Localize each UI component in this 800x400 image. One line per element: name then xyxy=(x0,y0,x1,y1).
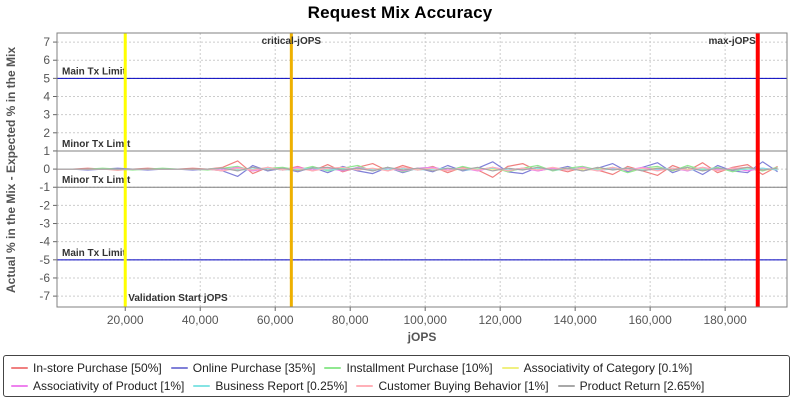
legend-label: Installment Purchase [10%] xyxy=(346,361,493,375)
legend-swatch xyxy=(501,367,519,369)
legend-swatch xyxy=(11,367,28,369)
y-axis-label: Actual % in the Mix - Expected % in the … xyxy=(4,47,18,293)
legend-item-customer-buying-behavior: Customer Buying Behavior [1%] xyxy=(356,379,549,393)
legend-label: Associativity of Product [1%] xyxy=(33,379,185,393)
limit-line-label: Minor Tx Limit xyxy=(62,139,131,150)
y-tick-label: -3 xyxy=(39,217,50,231)
x-tick-label: 140,000 xyxy=(553,313,597,327)
y-tick-label: 4 xyxy=(43,90,50,104)
chart-title: Request Mix Accuracy xyxy=(307,3,493,22)
y-tick-label: 0 xyxy=(43,162,50,176)
legend-item-installment-purchase: Installment Purchase [10%] xyxy=(324,361,493,375)
x-tick-label: 40,000 xyxy=(182,313,219,327)
legend-swatch xyxy=(170,367,188,369)
legend-item-associativity-of-product: Associativity of Product [1%] xyxy=(11,379,184,393)
legend-label: Business Report [0.25%] xyxy=(215,379,348,393)
legend-item-product-return: Product Return [2.65%] xyxy=(557,379,705,393)
legend-item-online-purchase: Online Purchase [35%] xyxy=(170,361,316,375)
legend-swatch xyxy=(557,385,575,387)
series-line-product-return xyxy=(57,166,778,172)
x-tick-label: 60,000 xyxy=(257,313,294,327)
legend-swatch xyxy=(324,367,342,369)
legend-label: Associativity of Category [0.1%] xyxy=(523,361,693,375)
legend-item-associativity-of-category: Associativity of Category [0.1%] xyxy=(501,361,693,375)
x-tick-label: 120,000 xyxy=(478,313,522,327)
y-tick-label: -1 xyxy=(39,180,50,194)
limit-line-label: Minor Tx Limit xyxy=(62,175,131,186)
y-tick-label: -5 xyxy=(39,253,50,267)
legend-swatch xyxy=(356,385,374,387)
legend-label: In-store Purchase [50%] xyxy=(33,361,162,375)
legend-row-1: In-store Purchase [50%] Online Purchase [… xyxy=(11,359,789,377)
legend-label: Online Purchase [35%] xyxy=(192,361,316,375)
x-tick-label: 80,000 xyxy=(332,313,369,327)
marker-label: critical-jOPS xyxy=(262,36,322,47)
legend-label: Product Return [2.65%] xyxy=(579,379,705,393)
legend-item-in-store-purchase: In-store Purchase [50%] xyxy=(11,361,162,375)
x-tick-label: 100,000 xyxy=(403,313,447,327)
x-tick-label: 160,000 xyxy=(628,313,672,327)
y-tick-label: -4 xyxy=(39,235,50,249)
plot-area: -7 -6 -5 -4 -3 -2 -1 0 1 2 3 4 5 6 7 20,000 40,000 60,000… xyxy=(4,32,788,344)
y-tick-label: 6 xyxy=(43,53,50,67)
y-tick-label: 3 xyxy=(43,108,50,122)
y-tick-label: 7 xyxy=(43,35,50,49)
y-tick-label: -7 xyxy=(39,289,50,303)
legend-label: Customer Buying Behavior [1%] xyxy=(378,379,549,393)
marker-label: Validation Start jOPS xyxy=(128,293,228,304)
marker-label: max-jOPS xyxy=(709,36,757,47)
legend-swatch xyxy=(193,385,211,387)
x-axis-label: jOPS xyxy=(407,330,437,344)
plot-border xyxy=(56,32,788,308)
limit-line-label: Main Tx Limit xyxy=(62,66,127,77)
legend: In-store Purchase [50%] Online Purchase [… xyxy=(3,355,790,397)
y-tick-label: 1 xyxy=(43,144,50,158)
x-tick-label: 180,000 xyxy=(703,313,747,327)
y-tick-label: 2 xyxy=(43,126,50,140)
legend-item-business-report: Business Report [0.25%] xyxy=(193,379,347,393)
y-tick-label: -6 xyxy=(39,271,50,285)
legend-row-2: Associativity of Product [1%] Business Re… xyxy=(11,377,789,395)
x-tick-label: 20,000 xyxy=(107,313,144,327)
y-tick-label: 5 xyxy=(43,71,50,85)
limit-line-label: Main Tx Limit xyxy=(62,248,127,259)
legend-swatch xyxy=(11,385,28,387)
y-tick-label: -2 xyxy=(39,198,50,212)
